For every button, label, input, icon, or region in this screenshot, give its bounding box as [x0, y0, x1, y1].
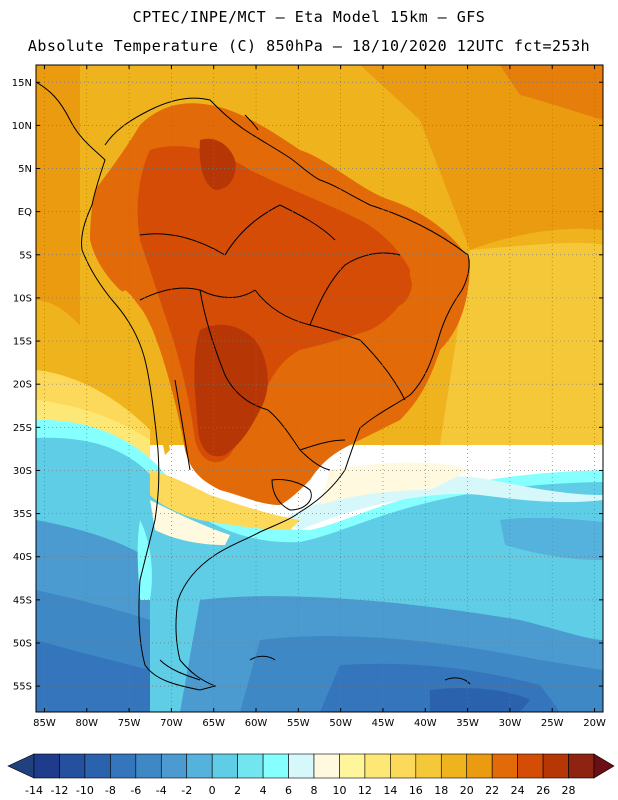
lon-label: 65W: [202, 718, 225, 729]
colorbar-swatch: [313, 753, 340, 779]
colorbar-label: 24: [511, 784, 525, 797]
chart-title-line-2: Absolute Temperature (C) 850hPa – 18/10/…: [27, 37, 591, 55]
colorbar-label: 12: [358, 784, 372, 797]
colorbar-swatch: [237, 753, 264, 779]
colorbar-swatch: [262, 753, 289, 779]
colorbar-label: -10: [76, 784, 94, 797]
colorbar-swatch: [491, 753, 518, 779]
chart-title-line-1: CPTEC/INPE/MCT – Eta Model 15km – GFS: [132, 8, 486, 26]
lon-label: 55W: [287, 718, 310, 729]
colorbar-swatch: [466, 753, 493, 779]
lon-label: 80W: [75, 718, 98, 729]
colorbar-over-arrow: [593, 753, 615, 779]
temperature-field: [36, 65, 603, 712]
lon-label: 20W: [583, 718, 606, 729]
lon-label: 25W: [541, 718, 564, 729]
lon-label: 30W: [499, 718, 522, 729]
colorbar-swatch: [364, 753, 391, 779]
lon-label: 35W: [456, 718, 479, 729]
colorbar-under-arrow: [7, 753, 35, 779]
colorbar-label: 8: [311, 784, 318, 797]
colorbar-label: 18: [434, 784, 448, 797]
lat-label: 20S: [13, 380, 32, 391]
lon-label: 60W: [245, 718, 268, 729]
colorbar-label: 2: [234, 784, 241, 797]
colorbar-label: -14: [25, 784, 43, 797]
colorbar-label: 10: [332, 784, 346, 797]
colorbar-swatch: [339, 753, 366, 779]
lat-label: EQ: [18, 207, 32, 218]
plot-frame: [35, 64, 604, 713]
lat-label: 5N: [18, 164, 32, 175]
colorbar-swatch: [517, 753, 544, 779]
colorbar-swatch: [33, 753, 60, 779]
graticule: [36, 65, 603, 712]
colorbar: -14 -12 -10 -8 -6 -4 -2 0 2 4 6 8 10 12 14 16 18 20 22 24 26…: [7, 753, 615, 797]
colorbar-swatch: [542, 753, 569, 779]
lat-label: 5S: [19, 250, 32, 261]
lon-label: 40W: [414, 718, 437, 729]
lon-label: 75W: [118, 718, 141, 729]
colorbar-swatch: [288, 753, 315, 779]
lat-label: 55S: [13, 682, 32, 693]
lat-label: 10N: [12, 121, 32, 132]
colorbar-swatch: [110, 753, 137, 779]
lat-label: 10S: [13, 293, 32, 304]
lon-label: 70W: [160, 718, 183, 729]
colorbar-label: 16: [409, 784, 423, 797]
colorbar-label: -8: [105, 784, 116, 797]
colorbar-swatch: [415, 753, 442, 779]
colorbar-label: -2: [181, 784, 192, 797]
colorbar-label: 22: [485, 784, 499, 797]
lon-label: 85W: [33, 718, 56, 729]
colorbar-swatch: [135, 753, 162, 779]
colorbar-label: 26: [536, 784, 550, 797]
colorbar-label: 28: [562, 784, 576, 797]
colorbar-swatch: [390, 753, 417, 779]
colorbar-swatch: [211, 753, 238, 779]
colorbar-swatch: [440, 753, 468, 779]
lat-label: 25S: [13, 423, 32, 434]
lat-label: 50S: [13, 638, 32, 649]
colorbar-swatch: [186, 753, 213, 779]
lon-label: 50W: [329, 718, 352, 729]
colorbar-label: -12: [50, 784, 68, 797]
colorbar-label: 0: [209, 784, 216, 797]
colorbar-swatch: [84, 753, 111, 779]
lat-label: 30S: [13, 466, 32, 477]
colorbar-label: 6: [285, 784, 292, 797]
colorbar-swatch: [568, 753, 595, 779]
colorbar-label: 20: [460, 784, 474, 797]
colorbar-label: -6: [130, 784, 141, 797]
colorbar-label: 4: [260, 784, 267, 797]
axis-ticks: 15N 10N 5N EQ 5S 10S 15S 20S 25S 30S 35S 40S 45S 50S 5…: [12, 65, 606, 729]
lat-label: 15N: [12, 78, 32, 89]
colorbar-label: 14: [383, 784, 397, 797]
lat-label: 15S: [13, 337, 32, 348]
colorbar-label: -4: [156, 784, 167, 797]
coastlines: [36, 81, 471, 691]
colorbar-swatch: [160, 753, 188, 779]
lat-label: 45S: [13, 595, 32, 606]
lon-label: 45W: [372, 718, 395, 729]
lat-label: 40S: [13, 552, 32, 563]
lat-label: 35S: [13, 509, 32, 520]
colorbar-swatch: [59, 753, 86, 779]
